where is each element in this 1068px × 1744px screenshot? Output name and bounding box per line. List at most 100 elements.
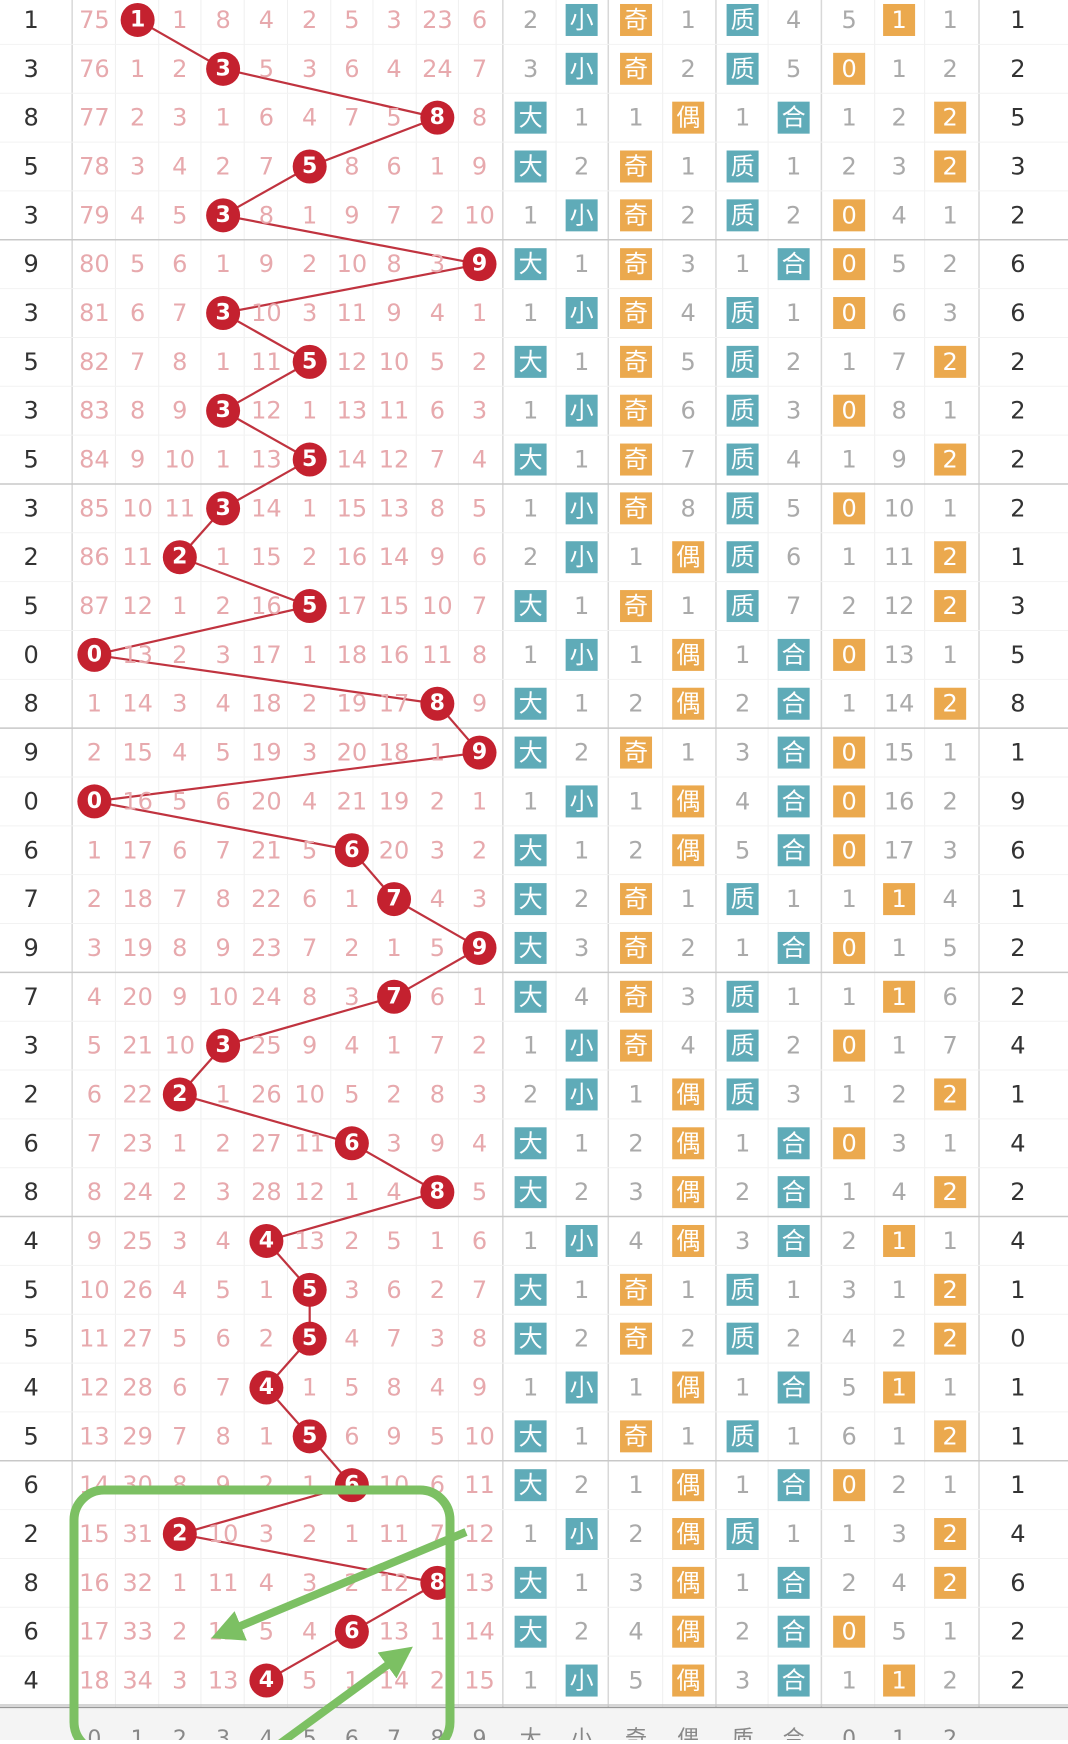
cell-text: 合 <box>782 1618 806 1646</box>
cell-text: 9 <box>259 250 274 278</box>
tag-box <box>726 1322 759 1355</box>
tag-box <box>726 150 759 183</box>
cell-text: 质 <box>731 1422 755 1450</box>
cell-text: 19 <box>379 787 410 815</box>
cell-text: 质 <box>731 494 755 522</box>
cell-text: 26 <box>251 1080 282 1108</box>
tag-box <box>620 1322 653 1355</box>
cell-text: 小 <box>570 641 594 669</box>
cell-text: 17 <box>251 641 282 669</box>
cell-text: 2 <box>786 1325 801 1353</box>
cell-text: 16 <box>337 543 368 571</box>
tag-box <box>672 1518 705 1551</box>
cell-text: 1 <box>523 397 538 425</box>
cell-text: 大 <box>519 1276 543 1304</box>
cell-text: 7 <box>172 299 187 327</box>
cell-text: 27 <box>122 1325 153 1353</box>
cell-text: 17 <box>884 836 915 864</box>
cell-text: 9 <box>386 299 401 327</box>
cell-text: 合 <box>782 690 806 718</box>
cell-text: 3 <box>302 1569 317 1597</box>
cell-text: 76 <box>79 55 110 83</box>
cell-text: 2 <box>574 739 589 767</box>
cell-text: 2 <box>172 1618 187 1646</box>
cell-text: 3 <box>786 397 801 425</box>
cell-text: 5 <box>472 1178 487 1206</box>
cell-text: 2 <box>574 885 589 913</box>
tag-box <box>620 150 653 183</box>
cell-text: 1 <box>574 1569 589 1597</box>
cell-text: 2 <box>943 153 958 181</box>
tag-box <box>565 52 598 85</box>
cell-text: 3 <box>172 1227 187 1255</box>
cell-text: 11 <box>422 641 453 669</box>
cell-text: 2 <box>681 201 696 229</box>
hit-ball <box>292 589 327 624</box>
cell-text: 21 <box>122 1032 153 1060</box>
tag-box <box>672 1127 705 1160</box>
tag-box <box>777 101 810 134</box>
draw-digit: 8 <box>23 1569 38 1597</box>
cell-text: 1 <box>1010 1374 1025 1402</box>
cell-text: 2 <box>1010 348 1025 376</box>
cell-text: 2 <box>891 104 906 132</box>
footer-bg <box>0 1707 1068 1744</box>
tag-box <box>620 1420 653 1453</box>
cell-text: 质 <box>731 446 755 474</box>
cell-text: 6 <box>259 104 274 132</box>
cell-text: 5 <box>1010 104 1025 132</box>
cell-text: 20 <box>122 983 153 1011</box>
cell-text: 84 <box>79 446 110 474</box>
cell-text: 2 <box>302 543 317 571</box>
draw-digit: 2 <box>23 543 38 571</box>
draw-digit: 2 <box>23 1520 38 1548</box>
footer-label: 6 <box>345 1727 359 1740</box>
cell-text: 18 <box>122 885 153 913</box>
tag-box <box>883 1224 916 1257</box>
tag-box <box>934 541 967 574</box>
cell-text: 小 <box>570 1032 594 1060</box>
tag-box <box>672 1224 705 1257</box>
cell-text: 78 <box>79 153 110 181</box>
cell-text: 23 <box>422 6 453 34</box>
footer-label: 1 <box>892 1727 906 1740</box>
cell-text: 19 <box>337 690 368 718</box>
cell-text: 1 <box>786 1276 801 1304</box>
cell-text: 2 <box>574 1178 589 1206</box>
cell-text: 3 <box>472 397 487 425</box>
cell-text: 偶 <box>676 787 700 815</box>
draw-digit: 6 <box>23 1618 38 1646</box>
cell-text: 4 <box>574 983 589 1011</box>
tag-box <box>726 492 759 525</box>
tag-box <box>672 638 705 671</box>
cell-text: 10 <box>79 1276 110 1304</box>
cell-text: 1 <box>259 1422 274 1450</box>
cell-text: 1 <box>302 1374 317 1402</box>
cell-text: 4 <box>259 1668 274 1693</box>
cell-text: 15 <box>464 1667 495 1695</box>
cell-text: 合 <box>782 1667 806 1695</box>
cell-text: 7 <box>430 446 445 474</box>
cell-text: 偶 <box>676 1471 700 1499</box>
tag-box <box>883 980 916 1013</box>
cell-text: 25 <box>122 1227 153 1255</box>
cell-text: 8 <box>172 1471 187 1499</box>
cell-text: 1 <box>574 592 589 620</box>
cell-text: 1 <box>87 836 102 864</box>
hit-ball <box>249 1223 284 1258</box>
cell-text: 5 <box>215 739 230 767</box>
hit-ball <box>292 442 327 477</box>
hit-ball <box>462 930 497 965</box>
cells: 1 75 1 1 8 4 2 5 3 23 6 2 小奇 1 质 4 5 1 1 13 76 1 2 3 5 3 6 4 24 7 3 小奇 2… <box>23 2 1026 1744</box>
tag-box <box>565 1518 598 1551</box>
tag-box <box>833 199 866 232</box>
cell-text: 1 <box>430 153 445 181</box>
cell-text: 7 <box>386 201 401 229</box>
cell-text: 75 <box>79 6 110 34</box>
cell-text: 0 <box>842 739 857 767</box>
cell-text: 2 <box>172 1522 187 1547</box>
cell-text: 6 <box>172 1374 187 1402</box>
cell-text: 3 <box>215 398 230 423</box>
cell-text: 大 <box>519 348 543 376</box>
cell-text: 9 <box>891 446 906 474</box>
